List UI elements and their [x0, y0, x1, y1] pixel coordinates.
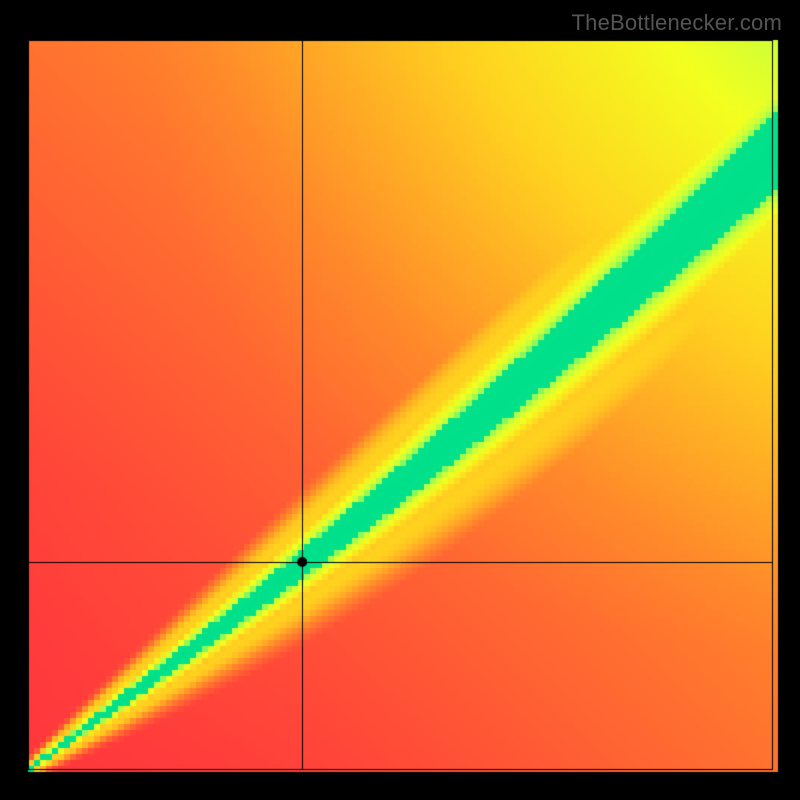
chart-container: TheBottlenecker.com: [0, 0, 800, 800]
bottleneck-heatmap: [0, 0, 800, 800]
watermark-text: TheBottlenecker.com: [572, 10, 782, 36]
